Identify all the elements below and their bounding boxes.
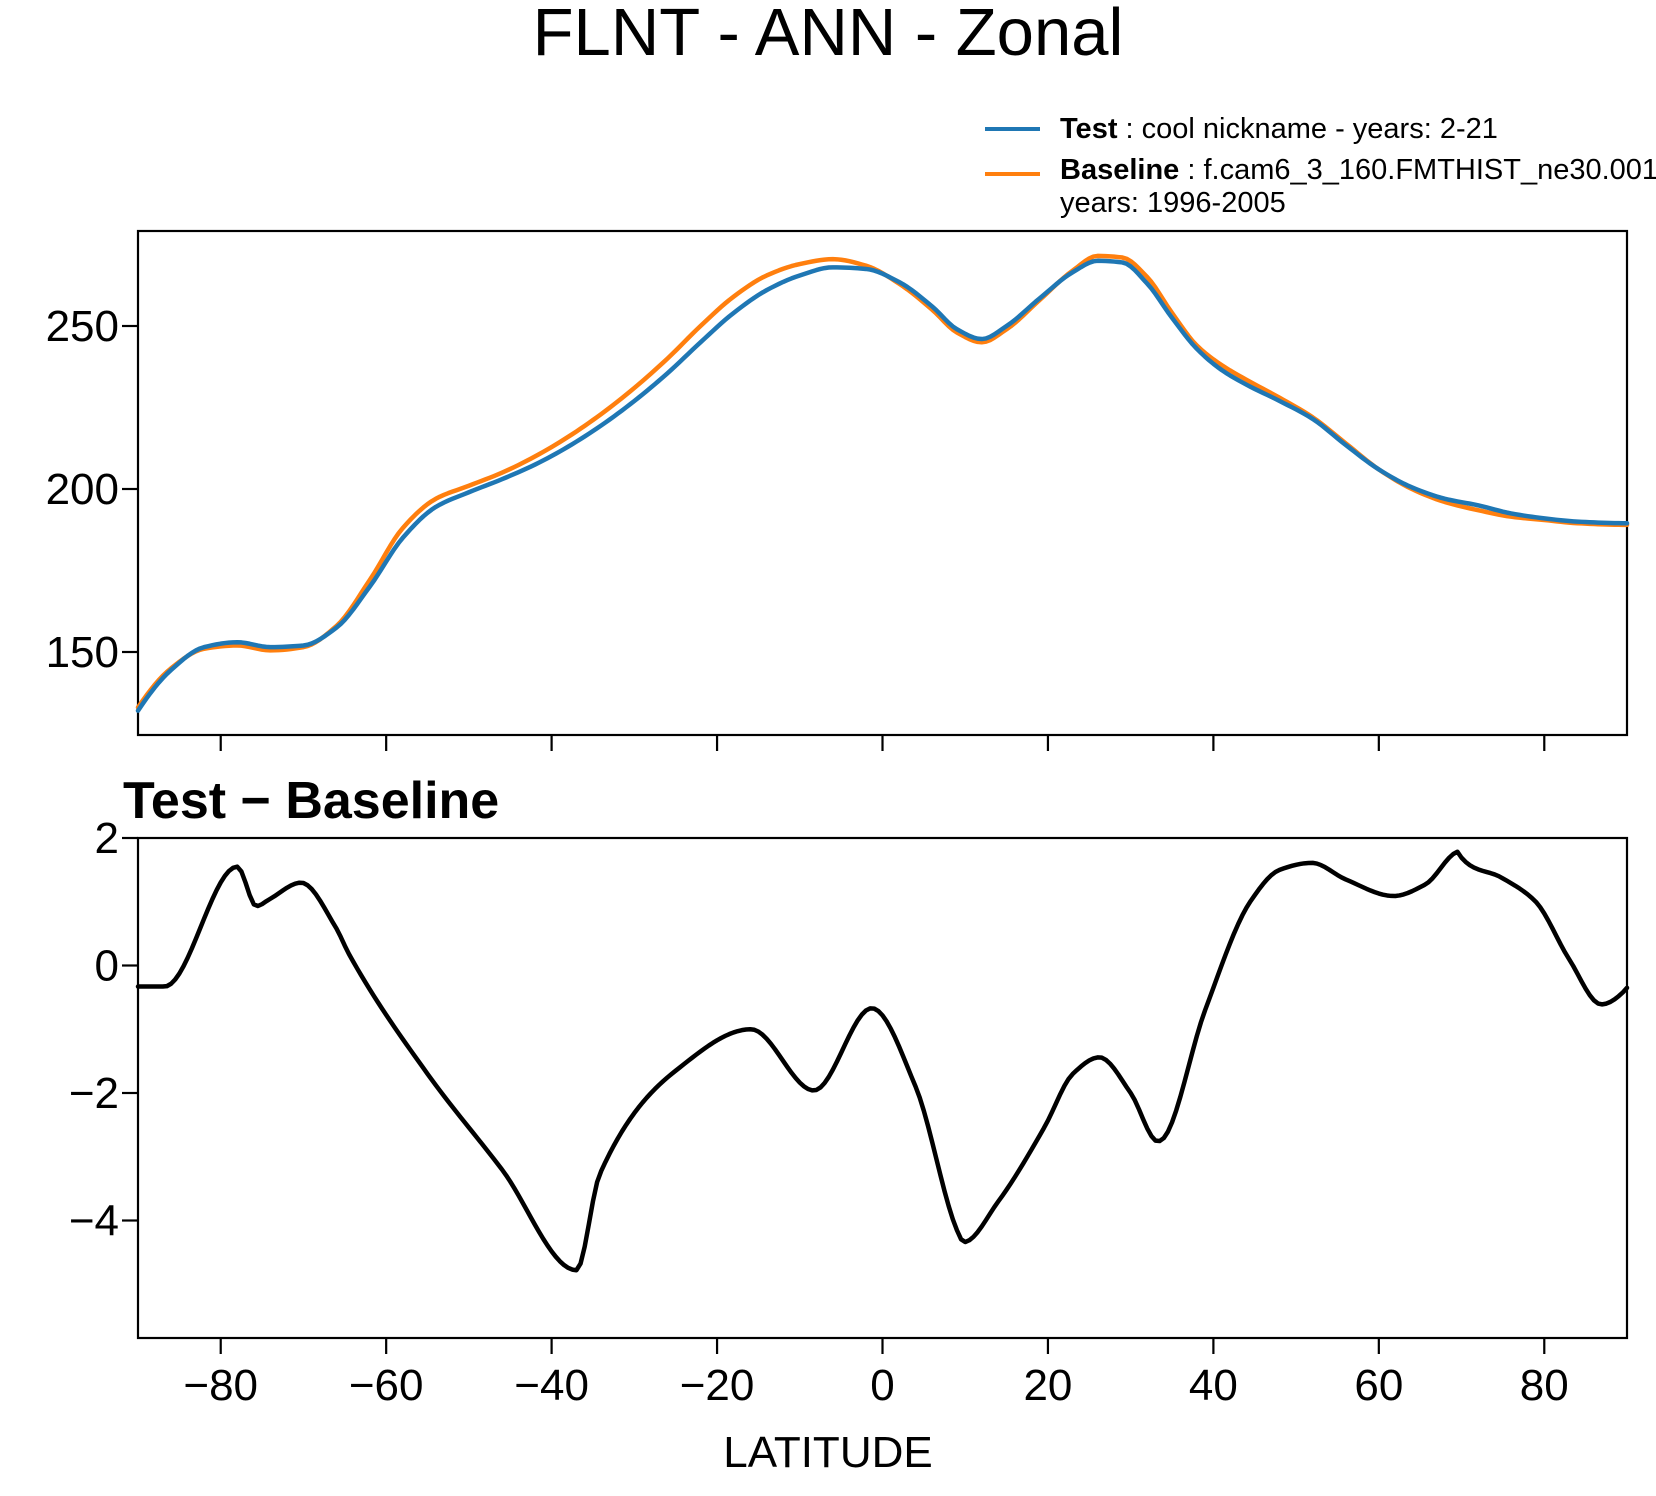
svg-text:80: 80	[1520, 1361, 1569, 1410]
svg-text:−80: −80	[183, 1361, 258, 1410]
svg-text:−4: −4	[69, 1197, 119, 1246]
svg-text:40: 40	[1189, 1361, 1238, 1410]
svg-text:250: 250	[46, 302, 119, 351]
svg-text:200: 200	[46, 465, 119, 514]
svg-text:−20: −20	[680, 1361, 755, 1410]
svg-text:0: 0	[870, 1361, 894, 1410]
svg-text:2: 2	[95, 814, 119, 863]
svg-text:−60: −60	[349, 1361, 424, 1410]
svg-text:150: 150	[46, 628, 119, 677]
svg-text:0: 0	[95, 942, 119, 991]
svg-text:−40: −40	[514, 1361, 589, 1410]
svg-text:−2: −2	[69, 1069, 119, 1118]
svg-text:60: 60	[1354, 1361, 1403, 1410]
svg-text:20: 20	[1023, 1361, 1072, 1410]
